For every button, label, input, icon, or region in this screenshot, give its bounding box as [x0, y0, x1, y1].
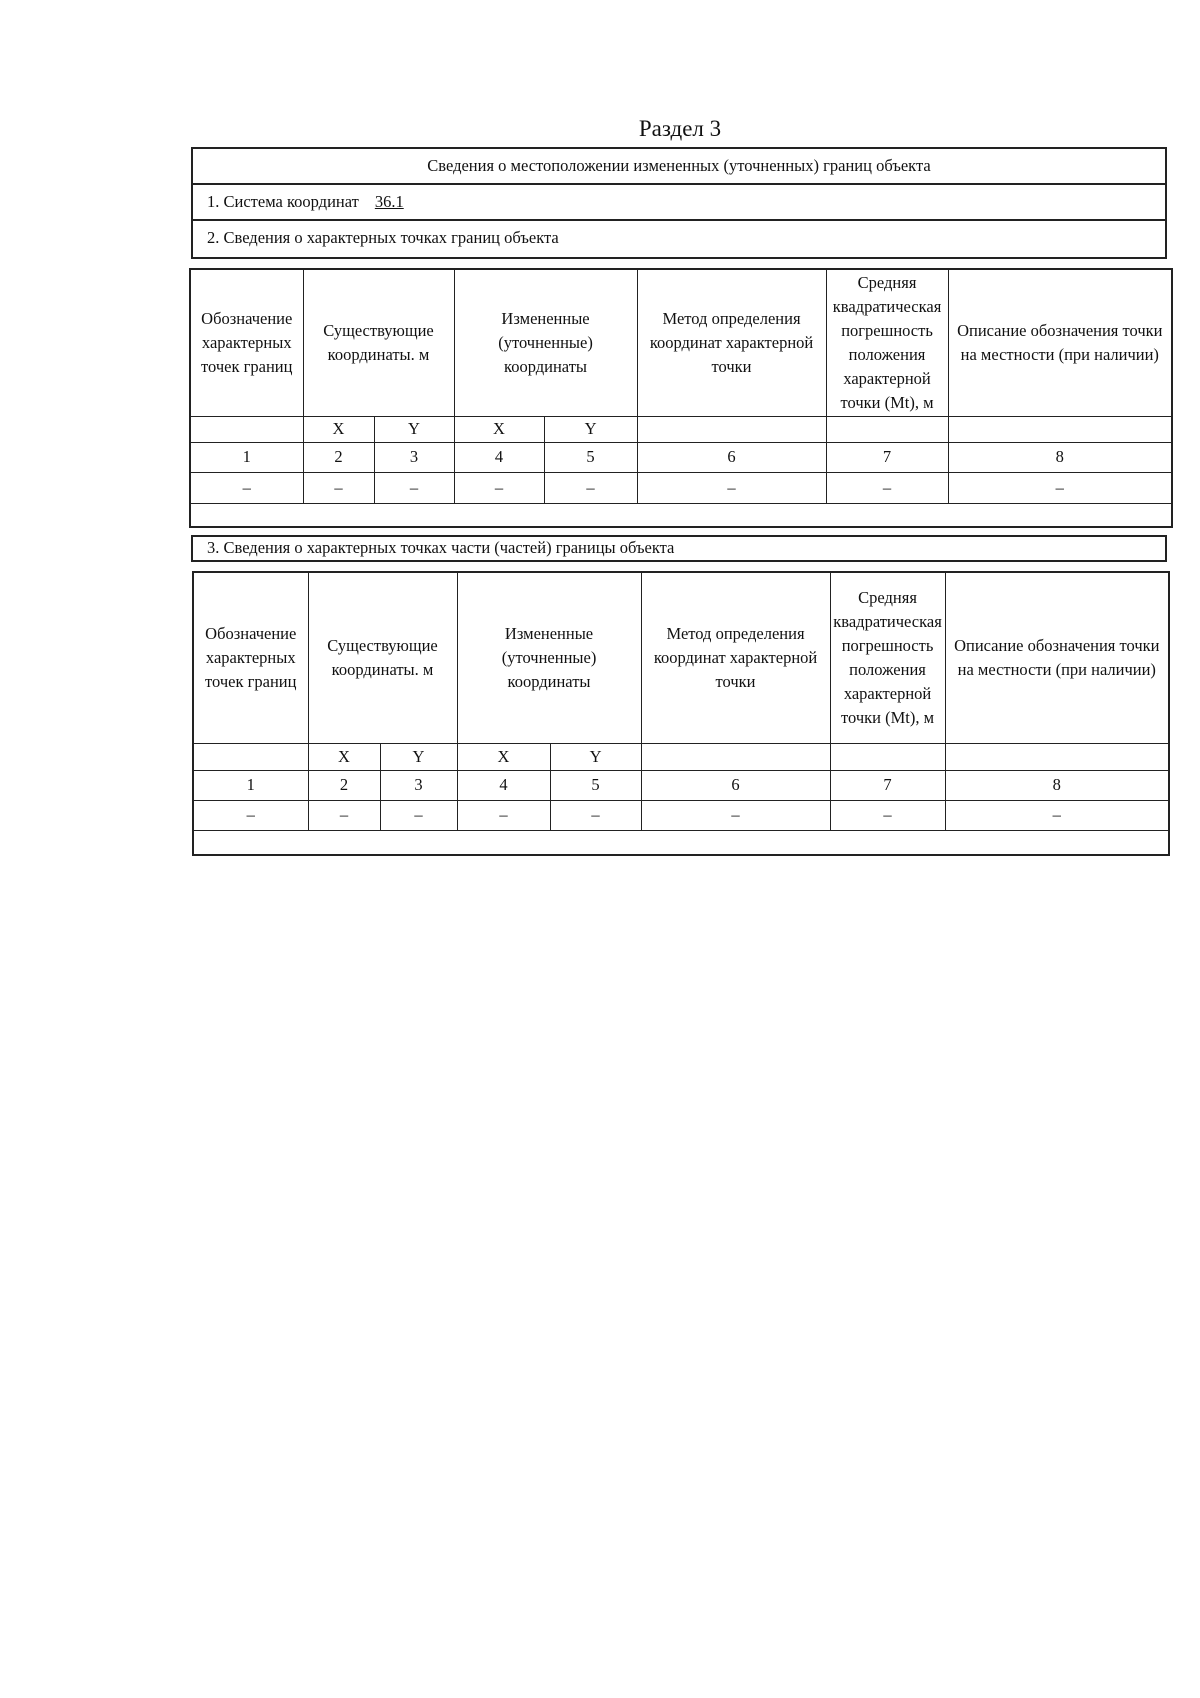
- header-cell: Измененные (уточненные) координаты: [456, 571, 642, 744]
- table-cell: –: [944, 799, 1170, 831]
- table-cell: –: [379, 799, 458, 831]
- column-number: 6: [640, 769, 831, 801]
- axis-label: X: [456, 742, 551, 771]
- column-number: 7: [829, 769, 946, 801]
- table-cell: –: [640, 799, 831, 831]
- header-cell: Существующие координаты. м: [302, 268, 455, 417]
- table-cell: –: [307, 799, 381, 831]
- subsection3-box: 3. Сведения о характерных точках части (…: [191, 535, 1167, 562]
- axis-label: Y: [379, 742, 458, 771]
- column-number: 5: [549, 769, 642, 801]
- empty-row: [189, 502, 1173, 528]
- empty-cell: [944, 742, 1170, 771]
- header-cell: Измененные (уточненные) координаты: [453, 268, 638, 417]
- table-cell: –: [302, 471, 375, 504]
- table-cell: –: [453, 471, 545, 504]
- header-cell: Существующие координаты. м: [307, 571, 458, 744]
- table-cell: –: [189, 471, 304, 504]
- table-cell: –: [192, 799, 309, 831]
- empty-cell: [189, 415, 304, 443]
- table-cell: –: [829, 799, 946, 831]
- column-number: 2: [302, 441, 375, 473]
- table-cell: –: [549, 799, 642, 831]
- column-number: 5: [543, 441, 638, 473]
- empty-cell: [825, 415, 949, 443]
- header-row: Обозначение характерных точек границ Суще…: [192, 571, 1170, 744]
- header-cell: Средняя квадратическая погрешность полож…: [825, 268, 949, 417]
- part-boundary-points-table: Обозначение характерных точек границ Суще…: [192, 571, 1171, 856]
- column-number: 3: [379, 769, 458, 801]
- header-cell: Описание обозначения точки на местности …: [947, 268, 1173, 417]
- empty-cell: [829, 742, 946, 771]
- column-number: 1: [189, 441, 304, 473]
- header-cell: Метод определения координат характерной …: [640, 571, 831, 744]
- coord-system-label: 1. Система координат: [207, 192, 359, 211]
- coord-system-row: 1. Система координат 36.1: [193, 185, 1165, 221]
- column-number: 4: [456, 769, 551, 801]
- empty-cell: [192, 742, 309, 771]
- header-cell: Обозначение характерных точек границ: [189, 268, 304, 417]
- axis-label: X: [302, 415, 375, 443]
- table-row: – – – – – – – –: [189, 471, 1173, 504]
- axis-label: X: [307, 742, 381, 771]
- table-cell: –: [373, 471, 455, 504]
- axis-label: Y: [543, 415, 638, 443]
- header-cell: Средняя квадратическая погрешность полож…: [829, 571, 946, 744]
- column-number: 2: [307, 769, 381, 801]
- axis-label: X: [453, 415, 545, 443]
- table-cell: –: [456, 799, 551, 831]
- empty-cell: [189, 502, 1173, 528]
- axis-label: Y: [373, 415, 455, 443]
- table-row: – – – – – – – –: [192, 799, 1170, 831]
- subsection3-title: 3. Сведения о характерных точках части (…: [207, 538, 675, 557]
- empty-cell: [636, 415, 827, 443]
- column-number: 6: [636, 441, 827, 473]
- boundary-points-table: Обозначение характерных точек границ Суще…: [189, 268, 1174, 528]
- table-cell: –: [947, 471, 1173, 504]
- subsection2-title: 2. Сведения о характерных точках границ …: [207, 228, 559, 247]
- column-number: 4: [453, 441, 545, 473]
- table-cell: –: [825, 471, 949, 504]
- column-number: 1: [192, 769, 309, 801]
- empty-cell: [192, 829, 1170, 856]
- empty-cell: [640, 742, 831, 771]
- header-row: Обозначение характерных точек границ Суще…: [189, 268, 1173, 417]
- header-box: Сведения о местоположении измененных (ут…: [191, 147, 1167, 259]
- header-cell: Обозначение характерных точек границ: [192, 571, 309, 744]
- empty-cell: [947, 415, 1173, 443]
- header-title: Сведения о местоположении измененных (ут…: [193, 149, 1165, 185]
- column-number: 8: [947, 441, 1173, 473]
- header-cell: Метод определения координат характерной …: [636, 268, 827, 417]
- empty-row: [192, 829, 1170, 856]
- table-cell: –: [636, 471, 827, 504]
- column-number: 8: [944, 769, 1170, 801]
- column-number: 7: [825, 441, 949, 473]
- coord-system-value: 36.1: [374, 192, 404, 211]
- column-number: 3: [373, 441, 455, 473]
- axis-label: Y: [549, 742, 642, 771]
- table-cell: –: [543, 471, 638, 504]
- section-title: Раздел 3: [638, 116, 722, 141]
- header-cell: Описание обозначения точки на местности …: [944, 571, 1170, 744]
